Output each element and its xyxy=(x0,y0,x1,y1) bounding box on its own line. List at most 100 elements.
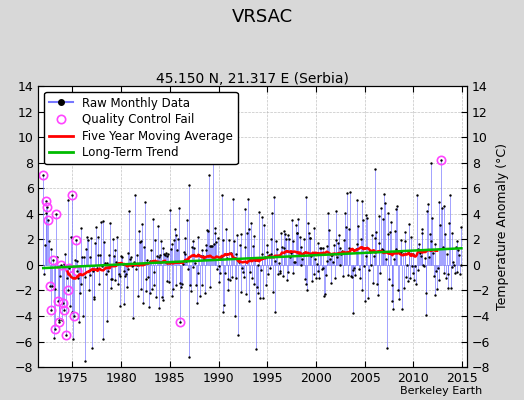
Point xyxy=(232,274,241,281)
Point xyxy=(151,237,159,243)
Point xyxy=(185,354,193,360)
Point xyxy=(455,271,464,277)
Point xyxy=(205,172,213,179)
Point xyxy=(253,284,261,290)
Point xyxy=(446,285,455,291)
Point xyxy=(446,192,454,198)
Point xyxy=(428,215,436,222)
Point xyxy=(111,247,119,254)
Point xyxy=(370,166,379,172)
Point xyxy=(59,260,68,267)
Point xyxy=(186,282,194,288)
Point xyxy=(199,253,208,260)
Point xyxy=(405,249,413,256)
Point xyxy=(79,312,87,319)
Point xyxy=(418,230,426,236)
Point xyxy=(270,194,278,200)
Point xyxy=(114,281,122,288)
Point xyxy=(206,242,215,249)
Point xyxy=(211,230,220,236)
Point xyxy=(73,268,82,274)
Point xyxy=(390,256,398,262)
Point xyxy=(365,266,373,273)
Point xyxy=(310,271,318,278)
Point xyxy=(221,270,230,276)
Point xyxy=(81,274,89,280)
Point xyxy=(106,276,115,283)
Point xyxy=(102,259,111,266)
Point xyxy=(312,275,320,282)
Point xyxy=(44,217,52,223)
Point xyxy=(295,252,303,258)
Point xyxy=(236,231,245,238)
Point xyxy=(329,259,337,266)
Point xyxy=(214,235,222,242)
Point xyxy=(176,319,184,326)
Point xyxy=(430,292,439,298)
Point xyxy=(307,252,315,259)
Point xyxy=(162,278,171,284)
Point xyxy=(173,247,181,253)
Point xyxy=(82,246,91,252)
Point xyxy=(115,272,124,279)
Point xyxy=(353,197,362,204)
Point xyxy=(302,281,311,287)
Point xyxy=(123,284,131,290)
Point xyxy=(177,283,185,290)
Point xyxy=(145,304,153,310)
Point xyxy=(422,289,431,296)
Point xyxy=(246,269,255,275)
Point xyxy=(43,204,51,211)
Point xyxy=(299,250,307,256)
Point xyxy=(137,286,146,292)
Point xyxy=(374,213,383,220)
Point xyxy=(410,276,419,283)
Point xyxy=(237,289,246,296)
Point xyxy=(369,279,377,286)
Point xyxy=(249,233,258,240)
Point xyxy=(402,274,410,280)
Point xyxy=(161,249,170,256)
Point xyxy=(291,222,300,228)
Point xyxy=(193,270,202,276)
Point xyxy=(409,270,417,276)
Point xyxy=(304,220,312,226)
Point xyxy=(169,286,177,292)
Point xyxy=(289,238,298,244)
Point xyxy=(127,254,135,260)
Point xyxy=(383,345,391,351)
Point xyxy=(452,244,460,250)
Point xyxy=(198,246,206,253)
Point xyxy=(364,294,372,301)
Point xyxy=(342,224,350,230)
Point xyxy=(172,232,181,238)
Point xyxy=(49,256,57,263)
Point xyxy=(311,256,320,262)
Point xyxy=(366,248,375,254)
Point xyxy=(444,284,453,291)
Point xyxy=(133,252,141,258)
Point xyxy=(315,275,323,281)
Point xyxy=(407,233,415,240)
Point xyxy=(322,272,330,278)
Point xyxy=(298,256,307,263)
Point xyxy=(371,235,379,241)
Point xyxy=(353,240,361,247)
Point xyxy=(254,262,262,268)
Point xyxy=(52,210,60,217)
Point xyxy=(116,302,125,309)
Point xyxy=(378,216,387,222)
Point xyxy=(196,292,204,299)
Point xyxy=(375,240,384,246)
Point xyxy=(303,286,311,293)
Point xyxy=(134,293,143,300)
Point xyxy=(210,225,219,231)
Point xyxy=(310,225,319,231)
Point xyxy=(385,276,394,282)
Point xyxy=(163,252,172,259)
Point xyxy=(425,230,434,237)
Point xyxy=(61,251,69,257)
Point xyxy=(110,252,118,259)
Point xyxy=(433,286,441,293)
Point xyxy=(63,286,72,293)
